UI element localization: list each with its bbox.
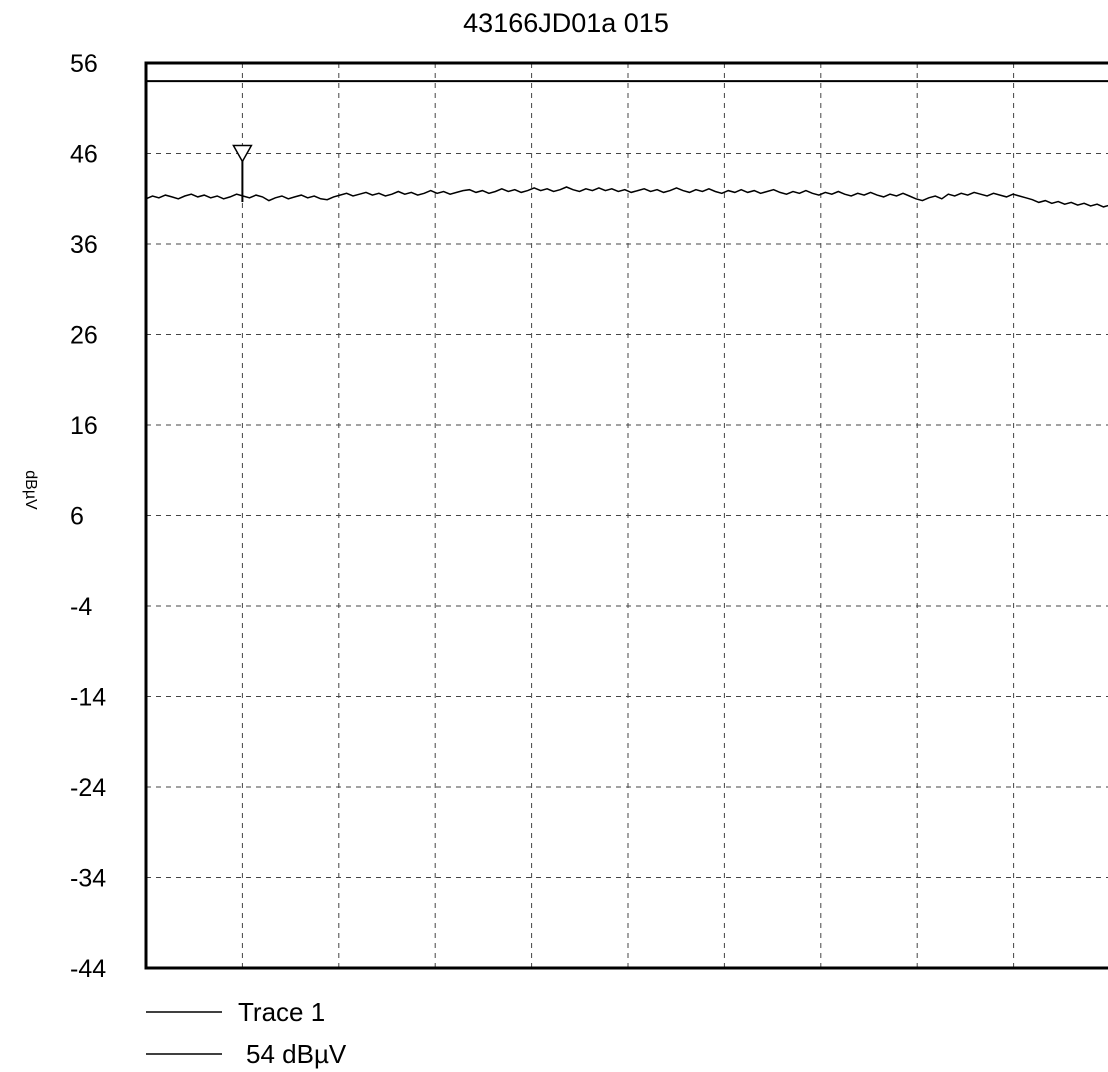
- plot-frame: [144, 61, 1108, 970]
- chart-title: 43166JD01a 015: [463, 8, 669, 38]
- grid: [146, 63, 1108, 968]
- y-tick-label: -14: [70, 684, 106, 712]
- y-tick-label: -44: [70, 955, 106, 983]
- y-tick-label: 36: [70, 231, 98, 259]
- y-tick-label: -4: [70, 593, 92, 621]
- y-tick-label: 46: [70, 141, 98, 169]
- trace-1-line: [145, 186, 1108, 208]
- y-tick-label: 26: [70, 322, 98, 350]
- y-tick-label: 16: [70, 412, 98, 440]
- legend: Trace 1 54 dBµV: [146, 997, 347, 1069]
- y-axis-label: dBµV: [22, 470, 39, 510]
- y-tick-labels: 56 46 36 26 16 6 -4 -14 -24 -34 -44: [70, 50, 106, 983]
- trace-group: [145, 186, 1108, 208]
- marker-triangle: [232, 144, 253, 164]
- y-tick-label: -34: [70, 865, 106, 893]
- legend-label: 54 dBµV: [246, 1039, 347, 1069]
- y-tick-label: 56: [70, 50, 98, 78]
- y-tick-label: 6: [70, 503, 84, 531]
- marker-group: [232, 144, 253, 203]
- y-tick-label: -24: [70, 774, 106, 802]
- legend-label: Trace 1: [238, 997, 325, 1027]
